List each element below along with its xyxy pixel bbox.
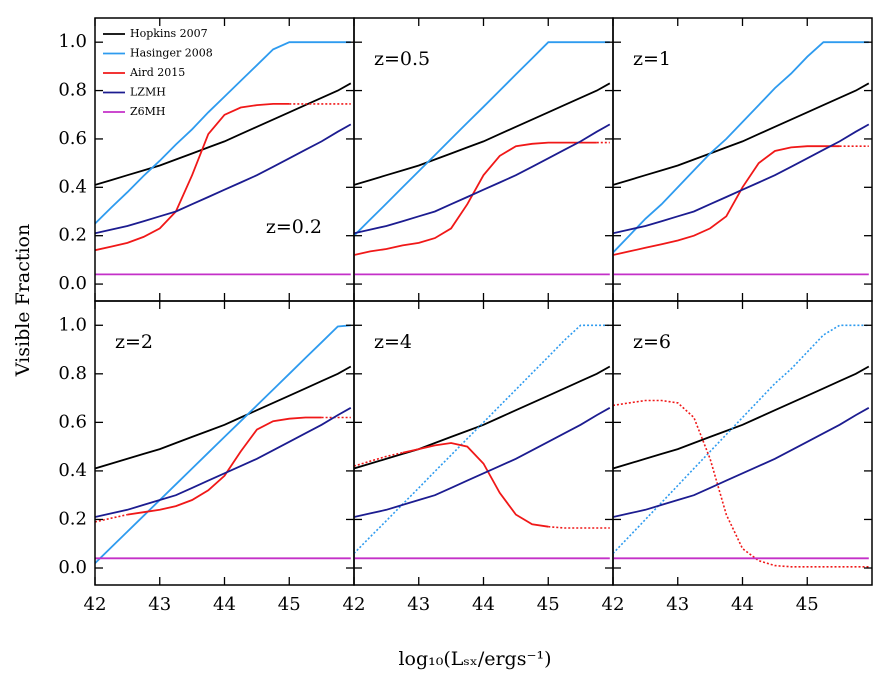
panel-label: z=0.5 xyxy=(374,48,430,70)
panel-label: z=0.2 xyxy=(266,216,322,238)
series-line xyxy=(354,123,611,235)
x-tick-label: 43 xyxy=(666,594,689,615)
plot-area xyxy=(613,41,870,276)
x-tick-label: 42 xyxy=(84,594,107,615)
series-line xyxy=(354,324,610,554)
y-tick-label: 1.0 xyxy=(58,314,87,335)
series-line xyxy=(354,141,597,256)
series-line xyxy=(613,41,869,254)
series-line xyxy=(402,442,549,528)
x-tick-label: 44 xyxy=(472,594,495,615)
y-tick-label: 0.4 xyxy=(58,176,87,197)
series-line xyxy=(354,365,611,470)
plot-area xyxy=(354,324,611,560)
x-axis-label: log₁₀(Lₛₓ/ergs⁻¹) xyxy=(398,648,551,670)
legend-label: Z6MH xyxy=(130,105,166,118)
series-line xyxy=(95,103,290,252)
x-tick-label: 45 xyxy=(278,594,301,615)
panel-label: z=2 xyxy=(115,331,153,353)
legend-label: Aird 2015 xyxy=(129,66,185,79)
series-line xyxy=(354,407,611,518)
series-line xyxy=(95,407,352,518)
y-tick-label: 0.6 xyxy=(58,128,87,149)
series-line xyxy=(95,41,351,225)
x-tick-label: 44 xyxy=(213,594,236,615)
series-line xyxy=(354,41,610,237)
panel-label: z=6 xyxy=(633,331,671,353)
x-tick-label: 42 xyxy=(602,594,625,615)
y-tick-label: 0.2 xyxy=(58,508,87,529)
series-line xyxy=(613,365,870,470)
x-tick-label: 45 xyxy=(796,594,819,615)
legend-label: Hopkins 2007 xyxy=(130,27,208,40)
plot-area xyxy=(95,324,352,564)
y-axis-label: Visible Fraction xyxy=(12,224,34,377)
y-tick-label: 0.8 xyxy=(58,363,87,384)
y-tick-label: 0.4 xyxy=(58,460,87,481)
series-line xyxy=(95,82,352,186)
y-tick-label: 0.8 xyxy=(58,80,87,101)
series-line xyxy=(95,324,351,564)
plot-area xyxy=(354,41,611,276)
series-line xyxy=(127,416,322,516)
series-line xyxy=(548,525,610,529)
plot-area xyxy=(95,41,352,276)
series-line xyxy=(354,451,403,467)
x-tick-label: 43 xyxy=(407,594,430,615)
plot-area xyxy=(613,324,870,568)
legend-label: Hasinger 2008 xyxy=(130,47,213,60)
series-line xyxy=(613,123,870,235)
panel-label: z=1 xyxy=(633,48,671,70)
x-tick-label: 42 xyxy=(343,594,366,615)
series-line xyxy=(613,324,869,554)
series-line xyxy=(613,145,840,256)
y-tick-label: 1.0 xyxy=(58,31,87,52)
y-tick-label: 0.0 xyxy=(58,273,87,294)
series-line xyxy=(354,82,611,186)
series-line xyxy=(95,513,128,523)
y-tick-label: 0.2 xyxy=(58,225,87,246)
y-tick-label: 0.6 xyxy=(58,411,87,432)
series-line xyxy=(613,407,870,518)
legend-label: LZMH xyxy=(130,86,166,99)
series-line xyxy=(95,365,352,470)
series-line xyxy=(613,82,870,186)
x-tick-label: 45 xyxy=(537,594,560,615)
x-tick-label: 44 xyxy=(731,594,754,615)
panel-frame xyxy=(94,17,355,302)
series-line xyxy=(95,123,352,235)
x-tick-label: 43 xyxy=(148,594,171,615)
panel-label: z=4 xyxy=(374,331,412,353)
y-tick-label: 0.0 xyxy=(58,557,87,578)
